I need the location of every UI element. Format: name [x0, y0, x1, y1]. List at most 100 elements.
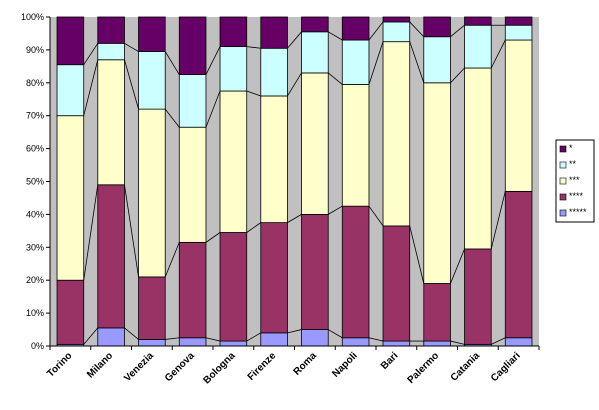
bar-cagliari-series-1: [504, 337, 533, 347]
series-line: [83, 59, 99, 116]
x-tick-label: Napoli: [330, 350, 360, 380]
y-tick-label: 20%: [26, 275, 44, 285]
bar-palermo-series-4: [423, 36, 451, 84]
series-line: [368, 21, 384, 41]
x-tick-label: Torino: [45, 350, 74, 379]
bar-torino-series-3: [56, 115, 85, 281]
series-line: [83, 184, 99, 281]
x-tick-label: Roma: [292, 350, 320, 378]
series-line: [83, 327, 99, 345]
series-line: [164, 242, 180, 278]
legend-label: *: [569, 143, 573, 153]
y-tick-label: 40%: [26, 209, 44, 219]
bar-roma-series-4: [301, 31, 329, 74]
series-line: [124, 184, 139, 277]
bar-genova-series-4: [178, 74, 207, 128]
bar-venezia-series-3: [138, 108, 166, 278]
series-line: [409, 21, 425, 38]
series-line: [450, 340, 465, 345]
bar-bari-series-5: [382, 16, 411, 23]
y-tick-label: 60%: [26, 144, 44, 154]
bar-bari-series-2: [382, 225, 411, 342]
series-line: [287, 214, 302, 223]
bar-milano-series-4: [97, 42, 125, 61]
bar-firenze-series-5: [260, 16, 288, 49]
bar-napoli-series-3: [341, 84, 370, 207]
bar-genova-series-5: [178, 16, 207, 75]
bar-palermo-series-3: [423, 82, 451, 284]
bar-firenze-series-2: [260, 222, 288, 334]
bar-roma-series-2: [301, 213, 329, 330]
x-tick-label: Firenze: [246, 350, 279, 383]
series-line: [327, 72, 343, 85]
legend-label: **: [569, 159, 577, 169]
bar-cagliari-series-3: [504, 39, 533, 192]
bar-bologna-series-5: [219, 16, 248, 48]
bar-bologna-series-1: [219, 340, 248, 347]
bar-cagliari-series-4: [504, 24, 533, 41]
bar-napoli-series-1: [341, 337, 370, 347]
legend-label: ***: [569, 175, 580, 185]
bar-roma-series-5: [301, 16, 329, 33]
bar-cagliari-series-2: [504, 190, 533, 339]
bar-bari-series-3: [382, 41, 411, 227]
legend-swatch: [559, 145, 567, 153]
bar-genova-series-1: [178, 337, 207, 347]
series-line: [328, 205, 343, 215]
series-lines-layer: [83, 21, 506, 345]
bar-torino-series-2: [56, 279, 85, 345]
bar-palermo-series-1: [423, 340, 451, 347]
legend: ***************: [555, 139, 595, 223]
x-tick-label: Bologna: [201, 350, 237, 386]
series-line: [490, 191, 506, 250]
bar-firenze-series-3: [260, 95, 288, 224]
bar-palermo-series-5: [423, 16, 451, 38]
y-tick-label: 30%: [26, 242, 44, 252]
bar-bologna-series-2: [219, 232, 248, 342]
series-line: [491, 337, 506, 345]
legend-swatch: [559, 161, 567, 169]
bar-torino-series-5: [56, 16, 85, 66]
series-line: [368, 205, 384, 227]
series-line: [205, 46, 221, 75]
bar-catania-series-4: [464, 24, 492, 69]
y-tick-label: 50%: [26, 177, 44, 187]
legend-swatch: [559, 209, 567, 217]
x-tick-label: Bari: [379, 350, 401, 372]
bar-bari-series-4: [382, 21, 411, 43]
x-tick-label: Cagliari: [489, 350, 523, 384]
bars-layer: [56, 16, 533, 347]
bar-napoli-series-4: [341, 39, 370, 85]
bar-firenze-series-4: [260, 47, 288, 97]
series-line: [287, 329, 302, 334]
bar-milano-series-1: [97, 327, 125, 347]
bar-bologna-series-4: [219, 46, 248, 92]
bar-venezia-series-4: [138, 51, 166, 110]
series-line: [328, 329, 343, 339]
series-line: [287, 72, 302, 97]
x-tick-label: Venezia: [122, 350, 156, 384]
bar-catania-series-5: [464, 16, 492, 26]
y-tick-label: 100%: [21, 12, 44, 22]
bar-venezia-series-1: [138, 339, 166, 347]
series-line: [246, 46, 261, 49]
series-line: [205, 337, 221, 342]
y-tick-label: 10%: [26, 308, 44, 318]
series-line: [328, 31, 343, 41]
bar-milano-series-5: [97, 16, 125, 44]
series-line: [124, 59, 139, 110]
bar-bari-series-1: [382, 340, 411, 347]
series-line: [450, 24, 465, 38]
y-tick-label: 90%: [26, 45, 44, 55]
bar-genova-series-3: [178, 126, 207, 243]
bar-milano-series-3: [97, 59, 125, 186]
legend-swatch: [559, 193, 567, 201]
series-line: [490, 39, 506, 69]
plot-area: [50, 17, 539, 346]
series-line: [164, 51, 180, 75]
bar-venezia-series-5: [138, 16, 166, 52]
series-line: [450, 67, 465, 84]
x-tick-label: Milano: [85, 350, 115, 380]
